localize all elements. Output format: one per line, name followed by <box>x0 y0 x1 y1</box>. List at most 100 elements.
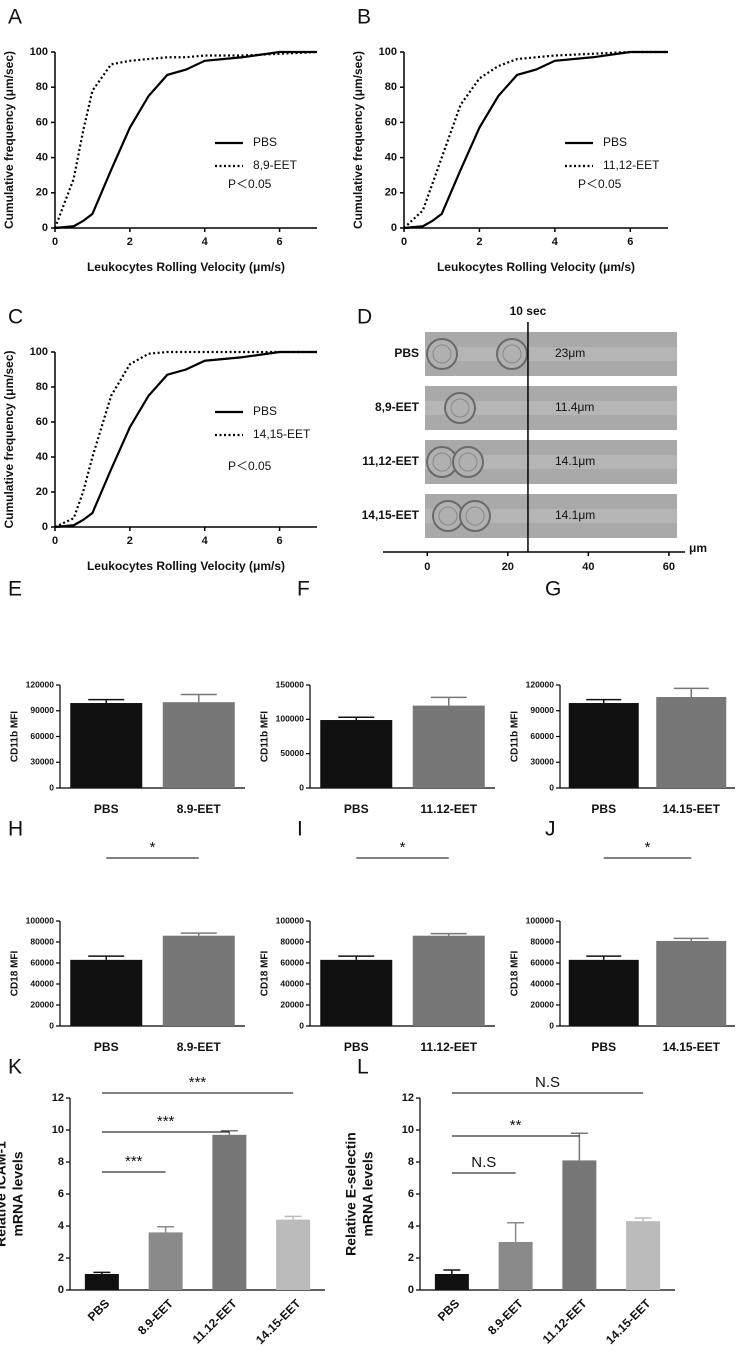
legend-label: 14,15-EET <box>253 427 311 441</box>
cell-nucleus <box>432 344 452 364</box>
micrograph-band <box>425 347 677 361</box>
y-axis-label: mRNA levels <box>360 1151 376 1236</box>
x-tick-label: PBS <box>435 1296 462 1323</box>
cell-nucleus <box>502 344 522 364</box>
time-marker-label: 10 sec <box>510 304 547 318</box>
x-tick-label: 0 <box>52 236 58 248</box>
bar <box>498 1242 533 1290</box>
bar <box>148 1232 183 1290</box>
y-tick-label: 12 <box>402 1092 414 1104</box>
y-tick-label: 100 <box>30 46 48 58</box>
y-tick-label: 60000 <box>30 731 54 741</box>
y-tick-label: 40000 <box>530 978 554 988</box>
y-tick-label: 0 <box>299 782 304 792</box>
panel-letter: C <box>8 306 23 329</box>
x-tick-label: PBS <box>94 1040 119 1054</box>
y-tick-label: 40 <box>36 152 48 164</box>
legend-label: PBS <box>603 135 627 149</box>
significance-label: *** <box>125 1153 143 1170</box>
row-label: 11,12-EET <box>362 454 419 468</box>
y-tick-label: 0 <box>49 1020 54 1030</box>
y-tick-label: 60000 <box>280 957 304 967</box>
row-label: 14,15-EET <box>362 508 420 522</box>
y-tick-label: 2 <box>408 1252 414 1264</box>
cell-nucleus <box>450 398 470 418</box>
y-tick-label: 60 <box>385 116 397 128</box>
annotation: P＜0.05 <box>228 459 272 473</box>
x-tick-label: 6 <box>277 535 283 547</box>
y-tick-label: 20 <box>36 486 48 498</box>
y-tick-label: 0 <box>408 1284 414 1296</box>
x-tick-label: 0 <box>401 236 407 248</box>
y-tick-label: 12 <box>52 1092 64 1104</box>
y-tick-label: 60000 <box>530 731 554 741</box>
distance-label: 11.4μm <box>555 400 594 414</box>
significance-label: * <box>400 839 406 856</box>
x-tick-label: 8.9-EET <box>177 1040 222 1054</box>
bar <box>70 703 143 788</box>
row-label: 8,9-EET <box>375 400 420 414</box>
significance-label: ** <box>510 1117 522 1134</box>
y-tick-label: 8 <box>58 1156 64 1168</box>
panel-letter: B <box>357 6 371 29</box>
distance-label: 23μm <box>555 346 585 360</box>
y-tick-label: 6 <box>408 1188 414 1200</box>
distance-label: 14.1μm <box>555 508 595 522</box>
panel-letter: I <box>297 818 303 841</box>
bar <box>320 959 393 1026</box>
x-tick-label: 0 <box>424 561 430 573</box>
y-tick-label: 40000 <box>30 978 54 988</box>
y-tick-label: 0 <box>391 222 397 234</box>
y-axis-label: Relative E-selectin <box>343 1132 359 1256</box>
x-tick-label: 11.12-EET <box>420 1040 477 1054</box>
y-tick-label: 40 <box>36 451 48 463</box>
y-tick-label: 0 <box>58 1284 64 1296</box>
significance-label: N.S <box>535 1074 560 1091</box>
y-tick-label: 50000 <box>280 748 304 758</box>
x-tick-label: 60 <box>663 561 675 573</box>
x-tick-label: 11.12-EET <box>420 802 477 816</box>
y-tick-label: 20000 <box>280 999 304 1009</box>
y-tick-label: 100000 <box>276 915 305 925</box>
x-axis-label: Leukocytes Rolling Velocity (μm/s) <box>87 260 285 274</box>
x-tick-label: PBS <box>591 1040 616 1054</box>
panel-letter: A <box>8 6 22 29</box>
cell <box>444 392 476 424</box>
y-tick-label: 0 <box>299 1020 304 1030</box>
x-tick-label: PBS <box>591 802 616 816</box>
y-tick-label: 8 <box>408 1156 414 1168</box>
y-tick-label: 80 <box>36 81 48 93</box>
y-tick-label: 0 <box>549 1020 554 1030</box>
y-axis-label: CD18 MFI <box>260 950 271 996</box>
y-axis-label: CD18 MFI <box>10 950 21 996</box>
cell-nucleus <box>458 452 478 472</box>
y-axis-label: Cumulative frequency (μm/sec) <box>351 51 365 229</box>
row-label: PBS <box>394 346 419 360</box>
significance-label: N.S <box>471 1154 496 1171</box>
bar <box>656 940 727 1026</box>
panel-letter: F <box>297 578 310 601</box>
y-tick-label: 6 <box>58 1188 64 1200</box>
y-tick-label: 40 <box>385 152 397 164</box>
x-tick-label: 6 <box>277 236 283 248</box>
y-axis-label: mRNA levels <box>10 1151 26 1236</box>
y-tick-label: 80000 <box>30 936 54 946</box>
legend-label: PBS <box>253 404 277 418</box>
y-tick-label: 0 <box>49 782 54 792</box>
y-tick-label: 10 <box>52 1124 64 1136</box>
x-tick-label: 14.15-EET <box>663 1040 721 1054</box>
x-tick-label: 8.9-EET <box>485 1296 526 1337</box>
x-tick-label: PBS <box>85 1296 112 1323</box>
y-tick-label: 100000 <box>526 915 555 925</box>
x-tick-label: PBS <box>94 802 119 816</box>
x-tick-label: 2 <box>127 236 133 248</box>
y-tick-label: 40000 <box>280 978 304 988</box>
legend-label: PBS <box>253 135 277 149</box>
y-tick-label: 4 <box>408 1220 415 1232</box>
cell <box>459 500 491 532</box>
y-tick-label: 100 <box>379 46 397 58</box>
y-tick-label: 10 <box>402 1124 414 1136</box>
bar <box>562 1160 597 1290</box>
bar <box>70 959 143 1026</box>
